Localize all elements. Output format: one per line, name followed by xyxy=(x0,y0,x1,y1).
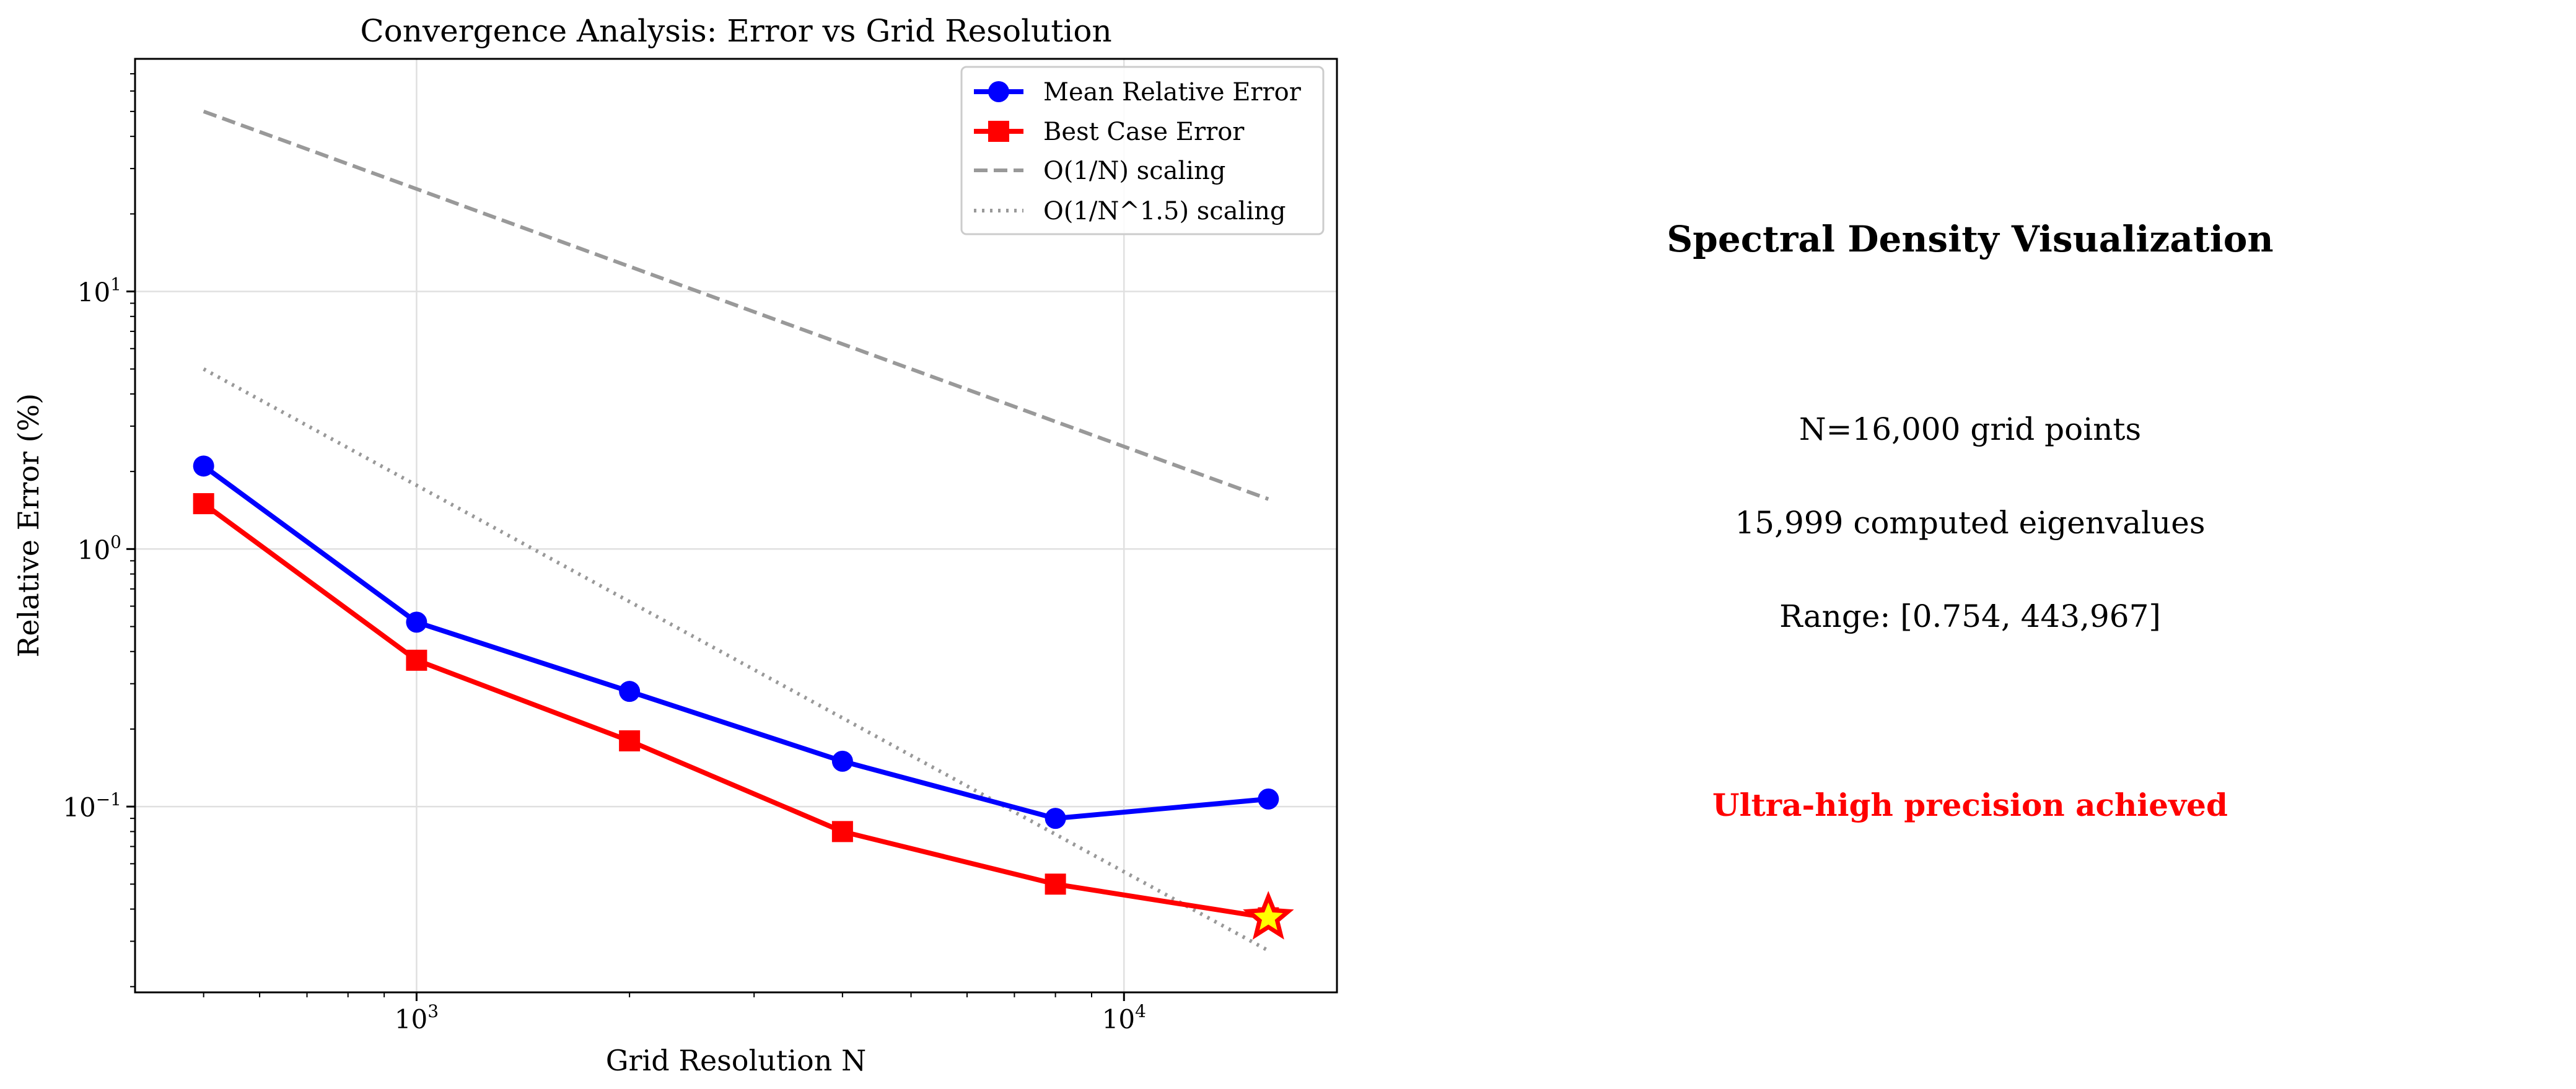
axes xyxy=(134,58,1338,994)
data-markers xyxy=(193,455,1294,940)
x-axis-label: Grid Resolution N xyxy=(606,1044,866,1077)
legend: Mean Relative Error Best Case Error O(1/N)… xyxy=(960,66,1325,235)
series-line-0 xyxy=(202,464,1269,821)
eigenvalues-text: 15,999 computed eigenvalues xyxy=(1735,505,2206,541)
mean-error-point xyxy=(831,750,853,772)
y-axis-label: Relative Error (%) xyxy=(12,393,45,658)
series-line-2 xyxy=(203,110,1269,501)
x-tick-label: 104 xyxy=(1102,1001,1146,1034)
best-error-point xyxy=(1045,873,1066,895)
plot-frame xyxy=(134,58,1338,994)
best-result-star xyxy=(1243,891,1294,940)
best-error-point xyxy=(831,821,853,842)
legend-marker-circle xyxy=(988,81,1009,102)
reference-lines xyxy=(203,110,1269,953)
x-tick-label: 103 xyxy=(395,1001,439,1034)
mean-error-point xyxy=(406,611,427,633)
best-error-point xyxy=(406,649,427,671)
info-panel-title: Spectral Density Visualization xyxy=(1667,218,2274,260)
mean-error-point xyxy=(619,681,641,702)
legend-marker-square xyxy=(988,121,1009,142)
legend-frame xyxy=(960,66,1325,235)
best-error-point xyxy=(193,493,214,515)
series-line-3 xyxy=(203,367,1269,953)
y-tick-label: 10−1 xyxy=(63,789,121,823)
precision-note: Ultra-high precision achieved xyxy=(1712,787,2228,823)
mean-error-point xyxy=(1258,788,1279,810)
grid-points-text: N=16,000 grid points xyxy=(1798,411,2142,447)
mean-error-point xyxy=(193,455,214,477)
data-series xyxy=(202,464,1269,921)
best-error-point xyxy=(619,730,641,751)
mean-error-point xyxy=(1045,808,1066,829)
legend-label-0: Mean Relative Error xyxy=(1043,78,1302,107)
info-panel: Spectral Density Visualization N=16,000 … xyxy=(1530,0,2410,1089)
y-tick-label: 101 xyxy=(77,274,121,308)
axis-ticks: 103 104 101 100 10−1 xyxy=(63,73,1146,1034)
legend-label-2: O(1/N) scaling xyxy=(1043,157,1225,185)
legend-label-3: O(1/N^1.5) scaling xyxy=(1043,197,1286,225)
y-tick-label: 100 xyxy=(77,531,121,565)
range-text: Range: [0.754, 443,967] xyxy=(1779,598,2161,634)
series-line-1 xyxy=(202,501,1269,921)
chart-title: Convergence Analysis: Error vs Grid Reso… xyxy=(360,13,1111,49)
legend-label-1: Best Case Error xyxy=(1043,118,1245,146)
